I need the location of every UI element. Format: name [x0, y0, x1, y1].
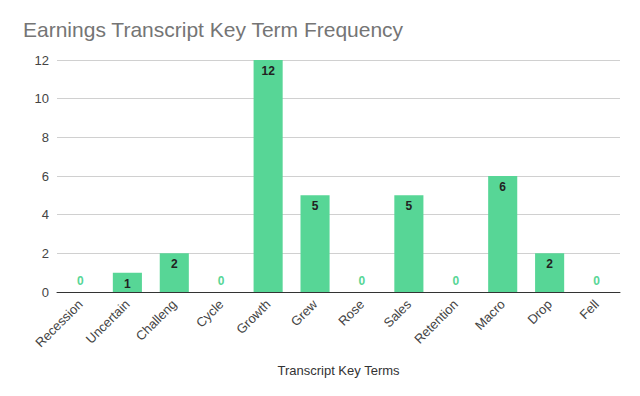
svg-text:0: 0	[359, 274, 366, 288]
svg-text:Growth: Growth	[233, 297, 273, 337]
svg-text:5: 5	[406, 199, 413, 213]
svg-text:12: 12	[35, 53, 49, 68]
svg-text:2: 2	[42, 246, 49, 261]
svg-text:Retention: Retention	[411, 297, 461, 347]
svg-text:Recession: Recession	[32, 297, 85, 350]
svg-text:Sales: Sales	[381, 296, 415, 330]
svg-text:12: 12	[261, 64, 275, 78]
svg-text:Rose: Rose	[335, 297, 367, 329]
svg-text:4: 4	[42, 207, 49, 222]
svg-text:1: 1	[124, 277, 131, 291]
svg-text:2: 2	[546, 257, 553, 271]
svg-text:6: 6	[42, 169, 49, 184]
svg-text:Challeng: Challeng	[133, 297, 180, 344]
svg-text:10: 10	[35, 91, 49, 106]
svg-text:6: 6	[499, 180, 506, 194]
svg-text:Cycle: Cycle	[193, 297, 227, 331]
svg-text:Uncertain: Uncertain	[83, 297, 133, 347]
svg-text:Drop: Drop	[524, 297, 555, 328]
svg-text:Fell: Fell	[576, 297, 601, 322]
svg-text:0: 0	[452, 274, 459, 288]
svg-text:Earnings Transcript Key Term F: Earnings Transcript Key Term Frequency	[23, 18, 404, 41]
svg-text:0: 0	[42, 285, 49, 300]
svg-text:Grew: Grew	[288, 296, 321, 329]
svg-text:5: 5	[312, 199, 319, 213]
svg-text:Transcript Key Terms: Transcript Key Terms	[277, 363, 400, 378]
svg-text:0: 0	[77, 274, 84, 288]
svg-text:2: 2	[171, 257, 178, 271]
svg-text:0: 0	[218, 274, 225, 288]
svg-text:0: 0	[593, 274, 600, 288]
svg-text:8: 8	[42, 130, 49, 145]
svg-text:Macro: Macro	[472, 297, 508, 333]
